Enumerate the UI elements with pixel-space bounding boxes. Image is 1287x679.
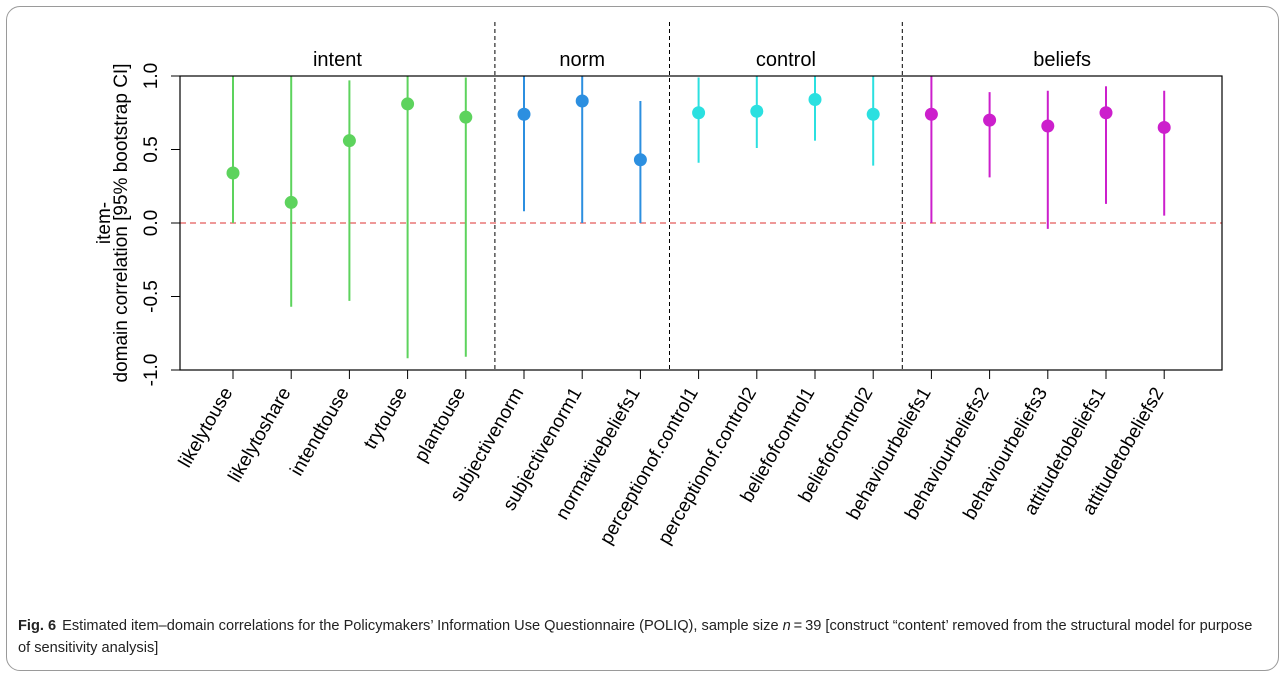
caption-text-after-n: = 39 [construct “content’ removed from t… <box>18 618 1253 656</box>
point-intendtouse <box>342 134 356 148</box>
point-subjectivenorm <box>517 107 531 121</box>
point-attitudetobeliefs2 <box>1157 120 1171 134</box>
figure-frame <box>6 6 1279 671</box>
point-behaviourbeliefs2 <box>983 113 997 127</box>
point-perceptionof.control1 <box>692 106 706 120</box>
correlation-chart: intent norm control beliefs -1.0 -0.5 0.0 0.5 1.… <box>94 22 1223 548</box>
y-tick-label: 1.0 <box>141 63 162 89</box>
caption-n-symbol: n <box>782 618 791 634</box>
point-attitudetobeliefs1 <box>1099 106 1113 120</box>
point-likelytoshare <box>284 195 298 209</box>
y-tick-label: 0.0 <box>141 210 162 236</box>
figure-caption: Fig. 6 Estimated item–domain correlations… <box>18 615 1268 659</box>
x-tick-label-plantouse: plantouse <box>411 384 470 466</box>
point-likelytouse <box>226 166 240 180</box>
point-subjectivenorm1 <box>575 94 589 108</box>
caption-text-before-n: Estimated item–domain correlations for t… <box>62 618 783 634</box>
y-axis-title-line2: domain correlation [95% bootstrap CI] <box>111 64 132 383</box>
point-plantouse <box>459 110 473 124</box>
y-axis-title-line1: item- <box>94 202 115 244</box>
group-label-control: control <box>756 49 816 71</box>
group-label-norm: norm <box>559 49 605 71</box>
group-label-beliefs: beliefs <box>1033 49 1091 71</box>
x-tick-label-likelytouse: likelytouse <box>175 384 238 471</box>
point-perceptionof.control2 <box>750 104 764 118</box>
x-tick-label-trytouse: trytouse <box>360 384 412 453</box>
caption-figure-label: Fig. 6 <box>18 618 57 634</box>
x-tick-label-intendtouse: intendtouse <box>286 384 353 480</box>
point-beliefofcontrol1 <box>808 93 822 107</box>
x-tick-label-likelytoshare: likelytoshare <box>225 384 296 486</box>
point-trytouse <box>401 97 415 111</box>
point-behaviourbeliefs1 <box>924 107 938 121</box>
y-tick-label: -0.5 <box>141 280 162 313</box>
point-normativebeliefs1 <box>633 153 647 167</box>
y-tick-label: -1.0 <box>141 354 162 387</box>
point-behaviourbeliefs3 <box>1041 119 1055 133</box>
point-beliefofcontrol2 <box>866 107 880 121</box>
y-tick-label: 0.5 <box>141 136 162 162</box>
group-label-intent: intent <box>313 49 362 71</box>
